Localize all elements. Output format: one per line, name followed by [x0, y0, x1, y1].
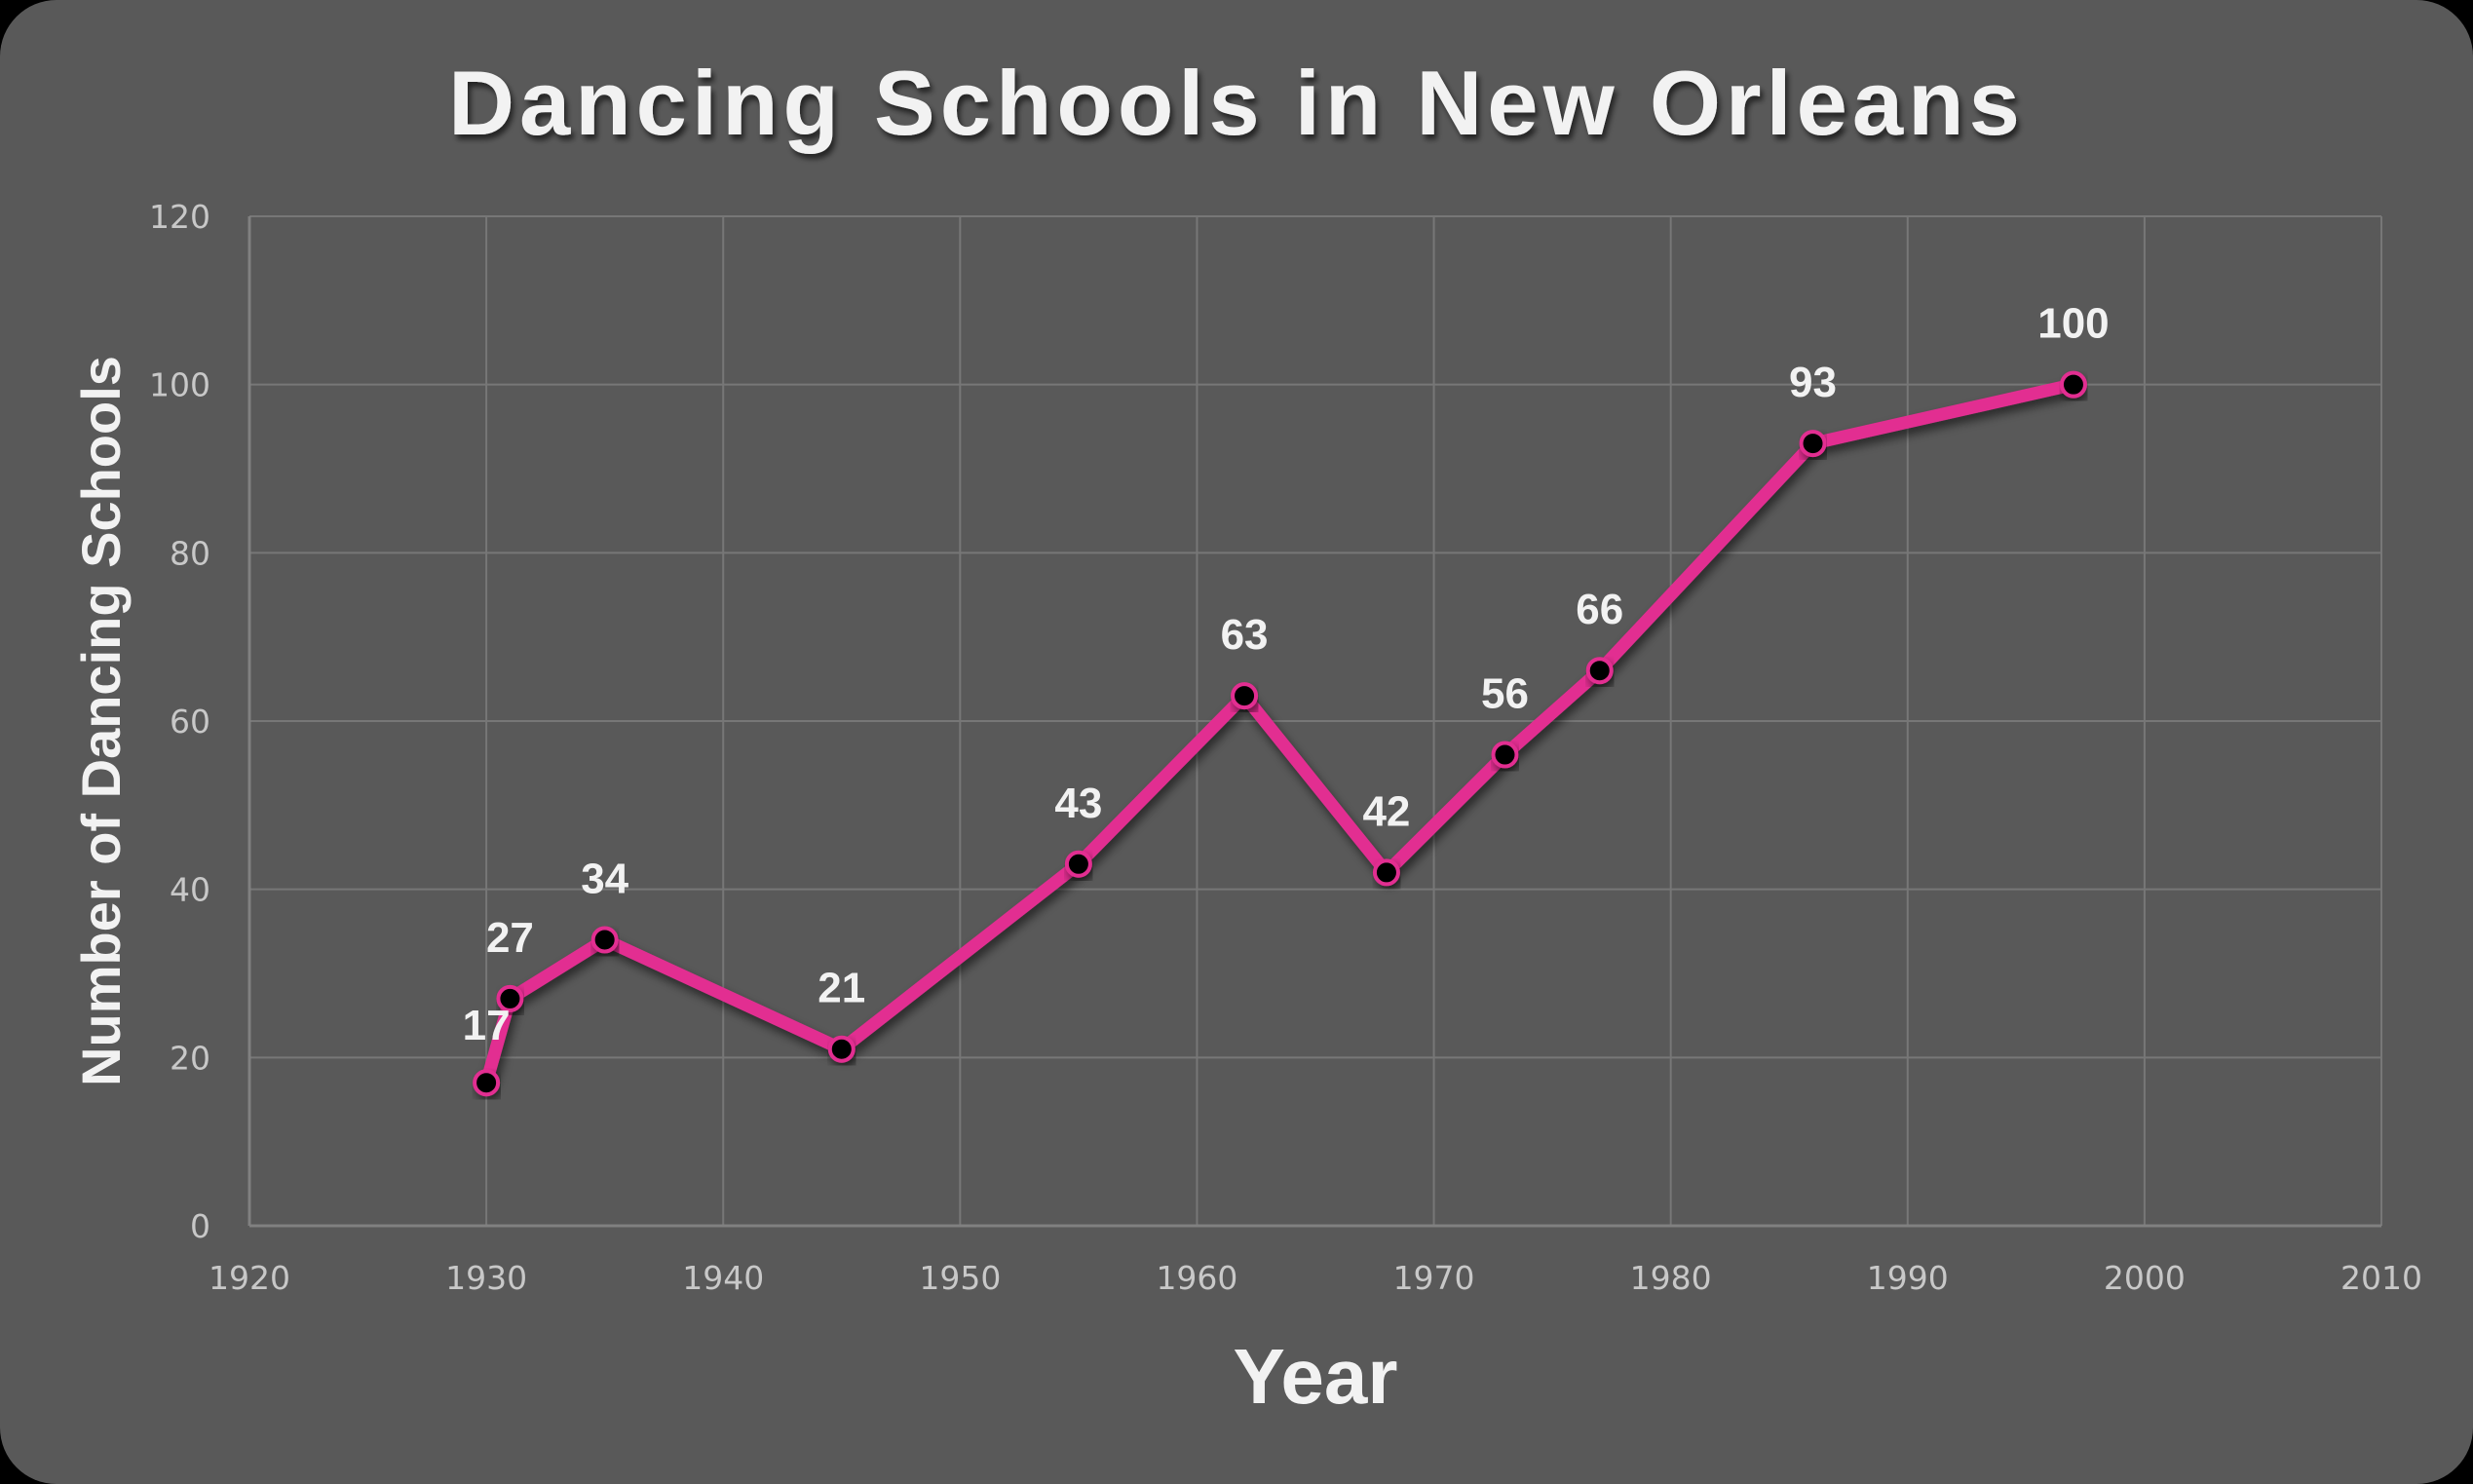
y-tick-label: 80: [170, 534, 210, 572]
data-label: 17: [463, 1002, 511, 1049]
chart-title: Dancing Schools in New Orleans: [448, 52, 2025, 154]
x-tick-label: 1940: [682, 1259, 764, 1297]
x-tick-label: 1970: [1393, 1259, 1475, 1297]
data-point-marker: [827, 1035, 856, 1063]
data-point-marker: [1372, 858, 1400, 887]
y-tick-label: 100: [149, 366, 210, 404]
data-label: 56: [1481, 670, 1529, 718]
data-labels: 17 27 34 21 43 63 42 56 66 93 100: [463, 300, 2110, 1050]
x-tick-label: 2010: [2340, 1259, 2422, 1297]
data-point-marker: [590, 926, 619, 954]
y-tick-label: 120: [149, 198, 210, 236]
data-point-marker: [2059, 370, 2087, 399]
data-label: 93: [1789, 359, 1837, 406]
data-label: 27: [486, 914, 534, 962]
x-tick-label: 1920: [209, 1259, 290, 1297]
data-series: [473, 370, 2087, 1097]
x-axis-title: Year: [1233, 1333, 1397, 1420]
x-tick-label: 1960: [1156, 1259, 1237, 1297]
x-tick-label: 1950: [919, 1259, 1001, 1297]
data-point-marker: [1585, 657, 1614, 685]
x-tick-label: 1980: [1630, 1259, 1712, 1297]
y-tick-label: 20: [170, 1039, 210, 1077]
data-point-marker: [1231, 682, 1259, 710]
data-label: 21: [818, 965, 865, 1012]
y-tick-label: 40: [170, 871, 210, 909]
data-point-marker: [473, 1069, 501, 1097]
data-point-marker: [1491, 741, 1519, 769]
gridlines: [247, 215, 2382, 1228]
y-axis-ticks: 0 20 40 60 80 100 120: [149, 198, 210, 1245]
data-label: 100: [2037, 300, 2109, 348]
data-label: 63: [1221, 611, 1269, 659]
data-label: 34: [581, 855, 628, 902]
x-tick-label: 2000: [2104, 1259, 2186, 1297]
x-axis-ticks: 1920 1930 1940 1950 1960 1970 1980 1990 2000 2010: [209, 1259, 2422, 1297]
x-tick-label: 1990: [1867, 1259, 1949, 1297]
y-tick-label: 0: [190, 1207, 210, 1245]
series-line: [479, 378, 2075, 1084]
data-label: 66: [1576, 586, 1623, 633]
y-tick-label: 60: [170, 703, 210, 741]
data-point-marker: [1064, 850, 1092, 878]
data-label: 43: [1054, 780, 1102, 827]
x-tick-label: 1930: [445, 1259, 527, 1297]
data-point-marker: [1799, 430, 1827, 458]
data-label: 42: [1362, 787, 1410, 835]
y-axis-title: Number of Dancing Schools: [70, 356, 132, 1086]
data-point-marker: [496, 984, 524, 1012]
